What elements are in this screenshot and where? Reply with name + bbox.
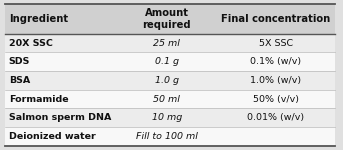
- Text: Deionized water: Deionized water: [9, 132, 95, 141]
- Bar: [5, 71, 117, 90]
- Bar: [5, 108, 117, 127]
- Text: 1.0% (w/v): 1.0% (w/v): [250, 76, 301, 85]
- Text: 50 ml: 50 ml: [153, 94, 180, 103]
- Text: SDS: SDS: [9, 57, 30, 66]
- Text: Ingredient: Ingredient: [9, 14, 68, 24]
- Text: 0.01% (w/v): 0.01% (w/v): [247, 113, 305, 122]
- Bar: [216, 4, 335, 34]
- Bar: [216, 108, 335, 127]
- Bar: [216, 34, 335, 52]
- Bar: [117, 4, 216, 34]
- Text: 10 mg: 10 mg: [152, 113, 182, 122]
- Bar: [216, 52, 335, 71]
- Bar: [117, 34, 216, 52]
- Text: 1.0 g: 1.0 g: [155, 76, 179, 85]
- Text: Fill to 100 ml: Fill to 100 ml: [136, 132, 198, 141]
- Bar: [117, 127, 216, 146]
- Bar: [5, 34, 117, 52]
- Text: 0.1 g: 0.1 g: [155, 57, 179, 66]
- Text: Amount
required: Amount required: [142, 8, 191, 30]
- Bar: [5, 90, 117, 108]
- Text: BSA: BSA: [9, 76, 30, 85]
- Text: 20X SSC: 20X SSC: [9, 39, 52, 48]
- Text: 50% (v/v): 50% (v/v): [253, 94, 299, 103]
- Bar: [5, 127, 117, 146]
- Bar: [117, 52, 216, 71]
- Bar: [117, 90, 216, 108]
- Text: 0.1% (w/v): 0.1% (w/v): [250, 57, 301, 66]
- Bar: [117, 71, 216, 90]
- Bar: [117, 108, 216, 127]
- Bar: [216, 127, 335, 146]
- Bar: [5, 4, 117, 34]
- Bar: [5, 52, 117, 71]
- Text: 25 ml: 25 ml: [153, 39, 180, 48]
- Text: Salmon sperm DNA: Salmon sperm DNA: [9, 113, 111, 122]
- Text: Final concentration: Final concentration: [221, 14, 331, 24]
- Text: Formamide: Formamide: [9, 94, 68, 103]
- Text: 5X SSC: 5X SSC: [259, 39, 293, 48]
- Bar: [216, 71, 335, 90]
- Bar: [216, 90, 335, 108]
